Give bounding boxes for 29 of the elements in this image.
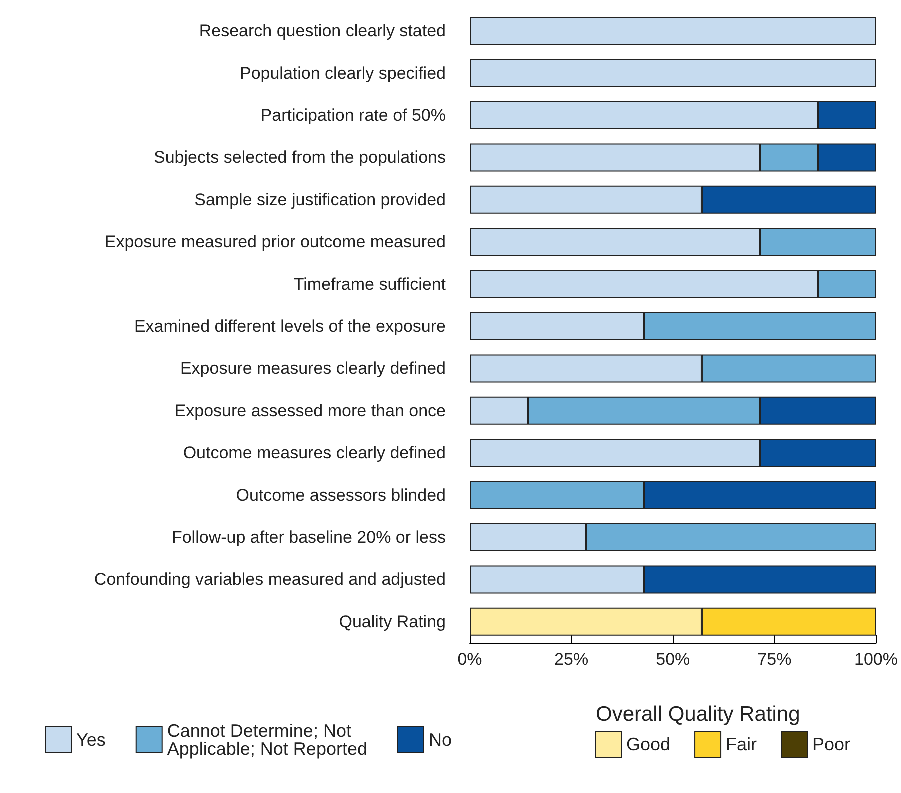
y-tick-label: Research question clearly stated xyxy=(199,22,446,41)
legend-label: Poor xyxy=(812,734,851,754)
y-tick-label: Timeframe sufficient xyxy=(294,274,446,294)
y-tick-label: Quality Rating xyxy=(339,612,446,632)
legend-label: Yes xyxy=(76,730,106,750)
legend-title: Overall Quality Rating xyxy=(596,703,800,726)
y-tick-label: Exposure assessed more than once xyxy=(174,401,446,420)
legend-label: Fair xyxy=(726,734,758,754)
y-tick-label: Follow-up after baseline 20% or less xyxy=(172,528,446,547)
bar xyxy=(470,59,876,88)
y-tick-label: Population clearly specified xyxy=(240,64,446,83)
legend-label: No xyxy=(428,730,452,750)
legend-label: Good xyxy=(626,734,671,754)
y-tick-label: Outcome measures clearly defined xyxy=(183,444,446,463)
bar xyxy=(470,17,876,46)
x-tick-label: 100% xyxy=(854,650,898,669)
y-tick-label: Participation rate of 50% xyxy=(260,106,446,125)
y-tick-label: Exposure measured prior outcome measured xyxy=(104,232,446,252)
y-tick-label: Examined different levels of the exposure xyxy=(134,317,446,336)
x-tick-label: 75% xyxy=(758,650,792,669)
x-tick-label: 25% xyxy=(554,650,589,669)
x-tick-label: 0% xyxy=(458,650,482,669)
y-tick-label: Exposure measures clearly defined xyxy=(180,359,446,378)
y-tick-label: Sample size justification provided xyxy=(194,190,446,210)
legend-label: Cannot Determine; Not Applicable; Not Reported xyxy=(167,721,368,759)
y-tick-label: Outcome assessors blinded xyxy=(236,486,446,505)
y-tick-label: Confounding variables measured and adjusted xyxy=(94,570,446,590)
x-tick-label: 50% xyxy=(656,650,690,669)
y-tick-label: Subjects selected from the populations xyxy=(154,148,446,168)
